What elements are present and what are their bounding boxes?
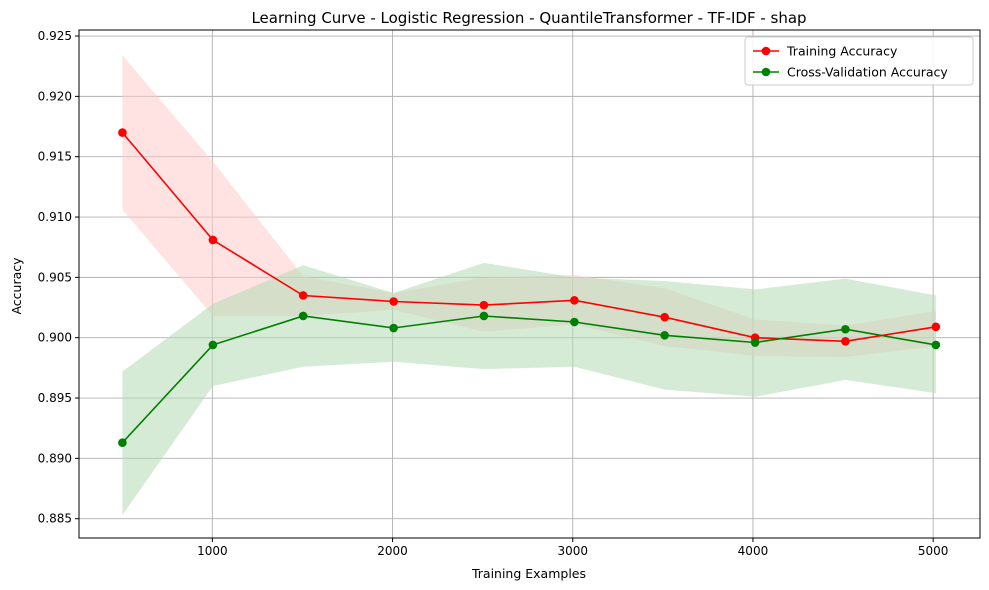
training-legend-label: Training Accuracy — [786, 44, 898, 59]
axis-ticks: 1000 2000 3000 4000 5000 0.885 0.890 0.895 0.900… — [38, 29, 949, 558]
legend-box — [744, 36, 974, 86]
cross-validation-legend-marker — [761, 67, 771, 77]
series-lines — [121, 132, 937, 444]
cross-validation-point — [118, 438, 127, 447]
training-point — [570, 295, 579, 305]
y-tick-label: 0.895 — [38, 391, 72, 405]
training-point — [660, 312, 669, 322]
confidence-bands — [122, 55, 936, 516]
cross-validation-point — [570, 317, 579, 327]
training-line — [121, 132, 937, 343]
y-tick-label: 0.915 — [38, 150, 72, 164]
y-tick-label: 0.920 — [38, 89, 72, 103]
cross-validation-legend-label: Cross-Validation Accuracy — [787, 65, 948, 80]
cross-validation-point — [208, 340, 218, 350]
cross-validation-point — [931, 340, 941, 350]
y-tick-label: 0.885 — [38, 512, 72, 526]
x-tick-label: 2000 — [377, 544, 408, 558]
x-tick-label: 5000 — [918, 544, 949, 558]
cross-validation-point — [298, 311, 308, 321]
cross-validation-band — [122, 262, 936, 516]
cross-validation-point — [750, 338, 760, 347]
y-tick-label: 0.910 — [38, 210, 72, 224]
x-tick-label: 1000 — [197, 544, 228, 558]
cross-validation-point — [660, 330, 669, 340]
cross-validation-point — [479, 311, 489, 321]
training-point — [298, 291, 308, 300]
training-point — [931, 322, 941, 332]
plot-frame — [78, 29, 981, 539]
cross-validation-point — [389, 323, 398, 333]
x-tick-label: 4000 — [738, 544, 769, 558]
cross-validation-point — [841, 324, 850, 334]
series-points — [118, 128, 941, 447]
training-legend-marker — [761, 46, 771, 56]
y-axis-title: Accuracy — [9, 257, 24, 315]
training-point — [118, 128, 127, 137]
x-tick-label: 3000 — [557, 544, 588, 558]
training-point — [479, 300, 489, 310]
y-tick-label: 0.925 — [38, 29, 72, 43]
cross-validation-line — [121, 315, 937, 444]
y-tick-label: 0.900 — [38, 331, 72, 345]
y-tick-label: 0.890 — [38, 451, 72, 465]
training-point — [841, 337, 850, 346]
training-point — [208, 235, 218, 245]
legend: Training Accuracy Cross-Validation Accura… — [744, 36, 974, 86]
training-point — [389, 297, 398, 306]
chart-title: Learning Curve - Logistic Regression - Q… — [251, 9, 806, 27]
x-axis-title: Training Examples — [471, 566, 586, 581]
y-tick-label: 0.905 — [38, 270, 72, 284]
